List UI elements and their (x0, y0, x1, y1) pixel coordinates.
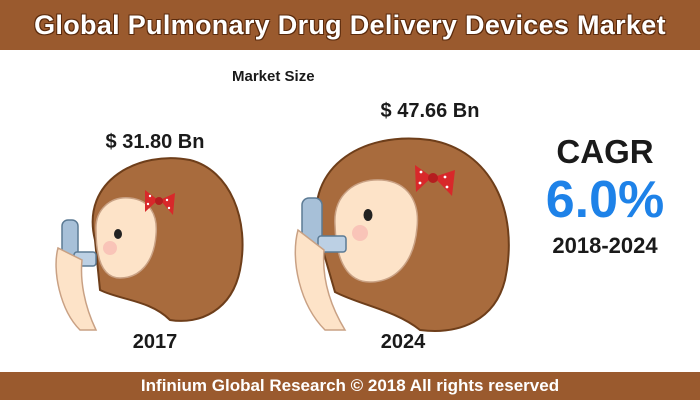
footer-bar (0, 372, 700, 400)
bow-icon-large (415, 165, 455, 196)
cagr-value: 6.0% (545, 171, 665, 229)
chart-subtitle: Market Size (232, 68, 315, 85)
bow-icon-small (145, 190, 175, 215)
page-title: Global Pulmonary Drug Delivery Devices M… (34, 10, 666, 40)
cagr-period: 2018-2024 (552, 233, 658, 258)
inhaler-icon-large (301, 197, 347, 253)
value-label-2017: $ 31.80 Bn (105, 131, 205, 153)
year-label-2024: 2024 (380, 331, 426, 353)
girl-with-inhaler-2024 (294, 137, 510, 332)
footer-copyright: Infinium Global Research © 2018 All righ… (140, 376, 560, 395)
girl-with-inhaler-2017 (55, 157, 244, 331)
year-label-2017: 2017 (132, 331, 178, 353)
cagr-label: CAGR (556, 133, 654, 170)
value-label-2024: $ 47.66 Bn (380, 100, 480, 122)
header-bar (0, 0, 700, 50)
